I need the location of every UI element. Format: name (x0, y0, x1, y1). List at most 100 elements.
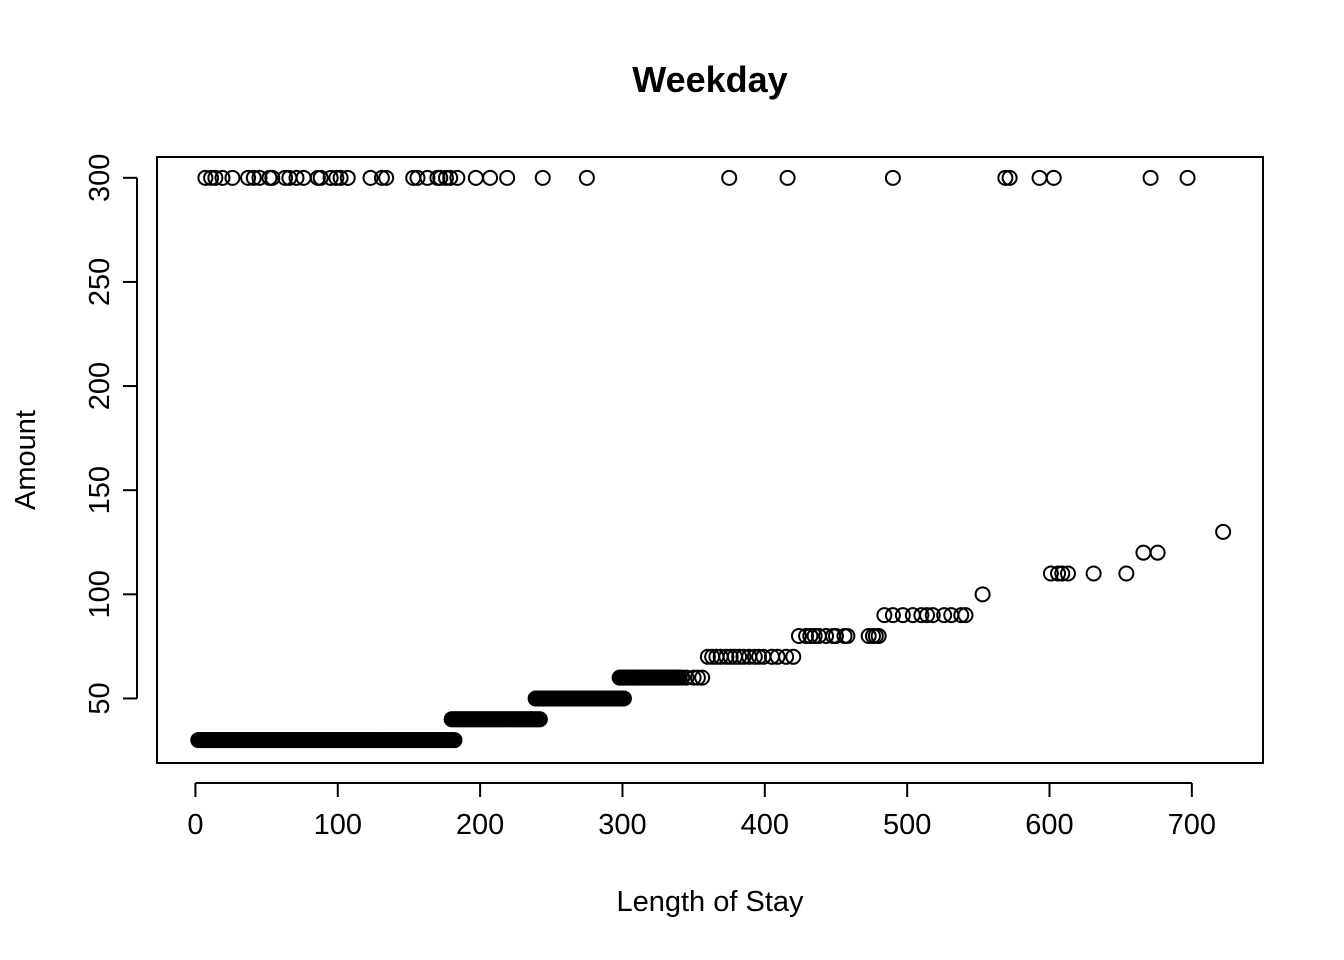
data-point (699, 648, 716, 665)
x-tick-label: 700 (1168, 809, 1216, 841)
data-point (214, 169, 231, 186)
data-point (997, 169, 1014, 186)
data-point (731, 648, 748, 665)
data-point (1042, 565, 1059, 582)
data-point (288, 169, 305, 186)
data-point (936, 607, 953, 624)
x-tick-label: 500 (883, 809, 931, 841)
x-axis: 0 100 200 300 400 500 600 700 (187, 782, 1216, 841)
data-point (1215, 523, 1232, 540)
data-point (240, 169, 257, 186)
data-point (378, 169, 395, 186)
data-point (1059, 565, 1076, 582)
data-point (534, 169, 551, 186)
data-point (339, 169, 356, 186)
x-tick-label: 0 (187, 809, 203, 841)
data-point (1135, 544, 1152, 561)
data-point (615, 690, 632, 707)
x-tick-label: 600 (1025, 809, 1073, 841)
data-point (894, 607, 911, 624)
data-point (779, 169, 796, 186)
data-point (373, 169, 390, 186)
x-tick-label: 400 (741, 809, 789, 841)
data-point (332, 169, 349, 186)
data-point (694, 669, 711, 686)
x-axis-label: Length of Stay (616, 886, 804, 918)
data-point (207, 169, 224, 186)
data-point (362, 169, 379, 186)
x-tick-label: 100 (314, 809, 362, 841)
data-point (802, 627, 819, 644)
data-point (1142, 169, 1159, 186)
data-point (678, 669, 695, 686)
data-point (974, 586, 991, 603)
data-point (674, 669, 691, 686)
data-point (312, 169, 329, 186)
data-point (924, 607, 941, 624)
data-point (224, 169, 241, 186)
data-point (806, 627, 823, 644)
data-point (277, 169, 294, 186)
data-point (746, 648, 763, 665)
data-point (467, 169, 484, 186)
data-point (578, 169, 595, 186)
data-point (1001, 169, 1018, 186)
data-point (769, 648, 786, 665)
data-point (735, 648, 752, 665)
data-point (685, 669, 702, 686)
data-point (870, 627, 887, 644)
data-point (1149, 544, 1166, 561)
data-points (190, 169, 1232, 749)
data-point (409, 169, 426, 186)
data-point (884, 169, 901, 186)
data-point (818, 627, 835, 644)
data-point (1118, 565, 1135, 582)
y-axis: 50 100 150 200 250 300 (84, 154, 138, 715)
data-point (1085, 565, 1102, 582)
data-point (785, 648, 802, 665)
data-point (322, 169, 339, 186)
data-point (203, 169, 220, 186)
data-point (531, 711, 548, 728)
data-point (437, 169, 454, 186)
data-point (884, 607, 901, 624)
data-point (245, 169, 262, 186)
data-point (953, 607, 970, 624)
data-point (419, 169, 436, 186)
data-point (432, 169, 449, 186)
data-point (482, 169, 499, 186)
data-point (919, 607, 936, 624)
data-point (328, 169, 345, 186)
data-point (790, 627, 807, 644)
data-point (446, 732, 463, 749)
y-tick-label: 100 (84, 570, 116, 618)
y-axis-label: Amount (10, 410, 42, 510)
data-point (827, 627, 844, 644)
data-point (1045, 169, 1062, 186)
x-tick-label: 200 (456, 809, 504, 841)
data-point (442, 169, 459, 186)
y-tick-label: 50 (84, 682, 116, 714)
plot-frame (156, 156, 1264, 764)
x-tick-label: 300 (598, 809, 646, 841)
data-point (839, 627, 856, 644)
data-point (1050, 565, 1067, 582)
data-point (264, 169, 281, 186)
data-point (449, 169, 466, 186)
data-point (197, 169, 214, 186)
y-tick-label: 250 (84, 258, 116, 306)
data-point (778, 648, 795, 665)
data-point (957, 607, 974, 624)
data-point (751, 648, 768, 665)
data-point (718, 648, 735, 665)
data-point (860, 627, 877, 644)
data-point (1054, 565, 1071, 582)
y-tick-label: 200 (84, 362, 116, 410)
y-tick-label: 150 (84, 466, 116, 514)
data-point (499, 169, 516, 186)
data-point (1031, 169, 1048, 186)
y-tick-label: 300 (84, 154, 116, 202)
data-point (798, 627, 815, 644)
data-point (722, 648, 739, 665)
